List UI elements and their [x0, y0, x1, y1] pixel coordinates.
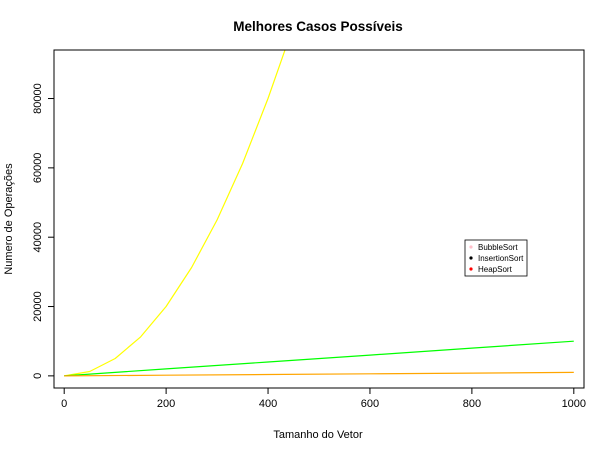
y-tick-label: 80000	[32, 83, 44, 114]
series-layer	[64, 50, 574, 377]
y-tick-label: 40000	[32, 222, 44, 253]
x-tick-label: 0	[61, 398, 67, 410]
legend-marker	[469, 245, 473, 249]
series-line	[64, 340, 574, 377]
x-tick-label: 1000	[562, 398, 586, 410]
legend-marker	[469, 256, 473, 260]
plot-area	[53, 49, 585, 389]
plot-border	[53, 49, 585, 389]
legend-box	[464, 239, 528, 277]
x-axis: 0 200 400 600 800 1000	[61, 387, 586, 410]
y-tick-label: 60000	[32, 153, 44, 184]
y-tick-label: 20000	[32, 291, 44, 322]
y-axis: 0 20000 40000 60000 80000	[32, 83, 55, 379]
legend: BubbleSort InsertionSort HeapSort	[464, 239, 528, 277]
x-tick-label: 600	[361, 398, 379, 410]
series-line	[64, 50, 286, 377]
legend-label: BubbleSort	[478, 243, 518, 252]
x-tick-label: 200	[157, 398, 175, 410]
series-line	[64, 371, 574, 377]
x-tick-label: 400	[259, 398, 277, 410]
x-tick-label: 800	[463, 398, 481, 410]
legend-marker	[469, 267, 473, 271]
legend-label: InsertionSort	[478, 254, 524, 263]
y-tick-label: 0	[32, 373, 44, 379]
chart-title: Melhores Casos Possíveis	[233, 19, 403, 34]
y-axis-label: Numero de Operações	[3, 163, 15, 275]
legend-label: HeapSort	[478, 265, 513, 274]
x-axis-label: Tamanho do Vetor	[273, 429, 363, 441]
